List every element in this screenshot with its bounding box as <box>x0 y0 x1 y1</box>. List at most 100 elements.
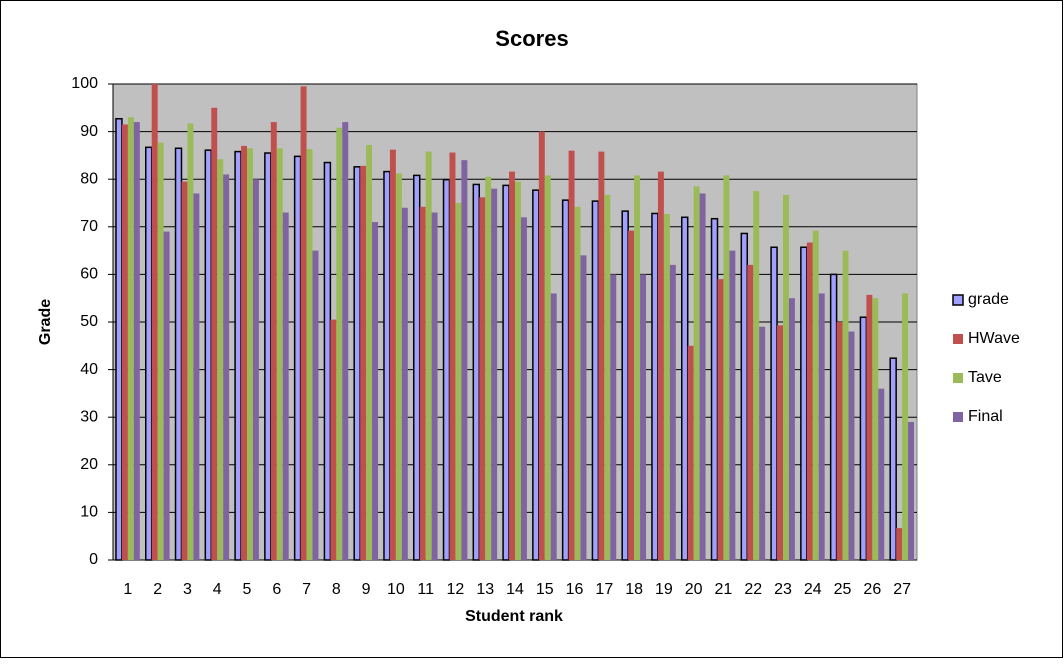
bar <box>247 148 253 560</box>
bar <box>878 388 885 560</box>
bar <box>550 293 557 560</box>
y-tick-label: 30 <box>80 408 98 425</box>
legend-label: Tave <box>968 369 1002 386</box>
bar <box>628 230 635 560</box>
bar <box>777 325 783 560</box>
bar <box>442 178 451 561</box>
bar <box>747 264 754 560</box>
x-tick-label: 27 <box>893 581 911 598</box>
x-tick-label: 7 <box>302 581 311 598</box>
bar <box>276 148 283 560</box>
x-tick-label: 24 <box>804 581 822 598</box>
bar <box>729 250 736 560</box>
bar <box>532 189 540 561</box>
legend-swatch <box>953 373 963 383</box>
bar <box>848 331 855 560</box>
bar <box>270 122 277 560</box>
bar <box>770 246 778 561</box>
bar <box>866 294 873 560</box>
bar <box>687 345 694 560</box>
bar <box>544 175 551 560</box>
bar <box>211 107 218 561</box>
y-tick-label: 90 <box>80 123 98 140</box>
bar <box>389 149 396 561</box>
bar <box>306 149 313 560</box>
bar <box>604 194 611 560</box>
bar <box>479 197 486 560</box>
y-tick-label: 100 <box>71 75 98 92</box>
bar <box>651 212 659 561</box>
bar <box>401 207 408 560</box>
bar <box>151 84 158 560</box>
x-axis-label: Student rank <box>465 608 563 625</box>
bar <box>520 217 527 560</box>
x-tick-label: 8 <box>332 581 341 598</box>
y-tick-label: 60 <box>80 266 98 283</box>
y-tick-label: 50 <box>80 313 98 330</box>
bar <box>818 293 825 560</box>
bar <box>568 150 575 560</box>
legend-label: Final <box>968 408 1003 425</box>
bar <box>598 151 605 561</box>
bar <box>425 151 432 561</box>
bar <box>740 232 749 561</box>
bar <box>574 206 581 561</box>
bar <box>657 171 664 561</box>
x-tick-label: 15 <box>536 581 554 598</box>
x-tick-label: 20 <box>685 581 703 598</box>
bar <box>336 127 343 561</box>
x-tick-label: 2 <box>153 581 162 598</box>
bar <box>264 152 272 561</box>
y-tick-label: 70 <box>80 218 98 235</box>
x-tick-label: 23 <box>774 581 792 598</box>
x-tick-label: 26 <box>863 581 881 598</box>
bar <box>204 149 213 561</box>
bar <box>491 188 498 560</box>
bar <box>502 184 510 561</box>
bar <box>360 165 367 560</box>
bar <box>163 231 170 560</box>
bar <box>312 250 319 560</box>
y-tick-label: 80 <box>80 170 98 187</box>
x-tick-label: 13 <box>476 581 494 598</box>
bar <box>538 131 545 560</box>
bar <box>449 152 456 560</box>
bar <box>223 174 230 560</box>
y-tick-label: 10 <box>80 504 98 521</box>
bar <box>669 264 676 560</box>
bar <box>241 145 247 560</box>
bar <box>580 255 587 561</box>
legend-swatch <box>952 294 964 306</box>
bar <box>591 200 600 561</box>
bar <box>342 122 349 560</box>
bar <box>293 155 302 561</box>
x-tick-label: 3 <box>183 581 192 598</box>
bar <box>806 242 813 560</box>
x-tick-label: 4 <box>213 581 222 598</box>
bar <box>330 319 337 560</box>
bar <box>621 210 629 561</box>
x-tick-label: 5 <box>243 581 252 598</box>
x-tick-label: 17 <box>595 581 613 598</box>
bar <box>640 274 647 560</box>
bar <box>717 279 724 560</box>
bar <box>509 171 515 561</box>
bar <box>157 142 164 560</box>
x-tick-label: 25 <box>834 581 852 598</box>
bar <box>561 199 570 561</box>
bar <box>759 326 766 560</box>
bar <box>681 216 689 561</box>
y-tick-label: 20 <box>80 456 98 473</box>
x-tick-label: 21 <box>715 581 733 598</box>
bar <box>234 150 242 561</box>
bar <box>836 322 843 560</box>
bar <box>413 174 421 561</box>
x-tick-label: 14 <box>506 581 524 598</box>
bar <box>282 212 289 560</box>
bar <box>187 123 194 561</box>
bar <box>133 122 140 560</box>
bar <box>145 146 153 561</box>
x-tick-label: 12 <box>447 581 465 598</box>
x-tick-label: 9 <box>362 581 371 598</box>
bar <box>896 528 903 560</box>
